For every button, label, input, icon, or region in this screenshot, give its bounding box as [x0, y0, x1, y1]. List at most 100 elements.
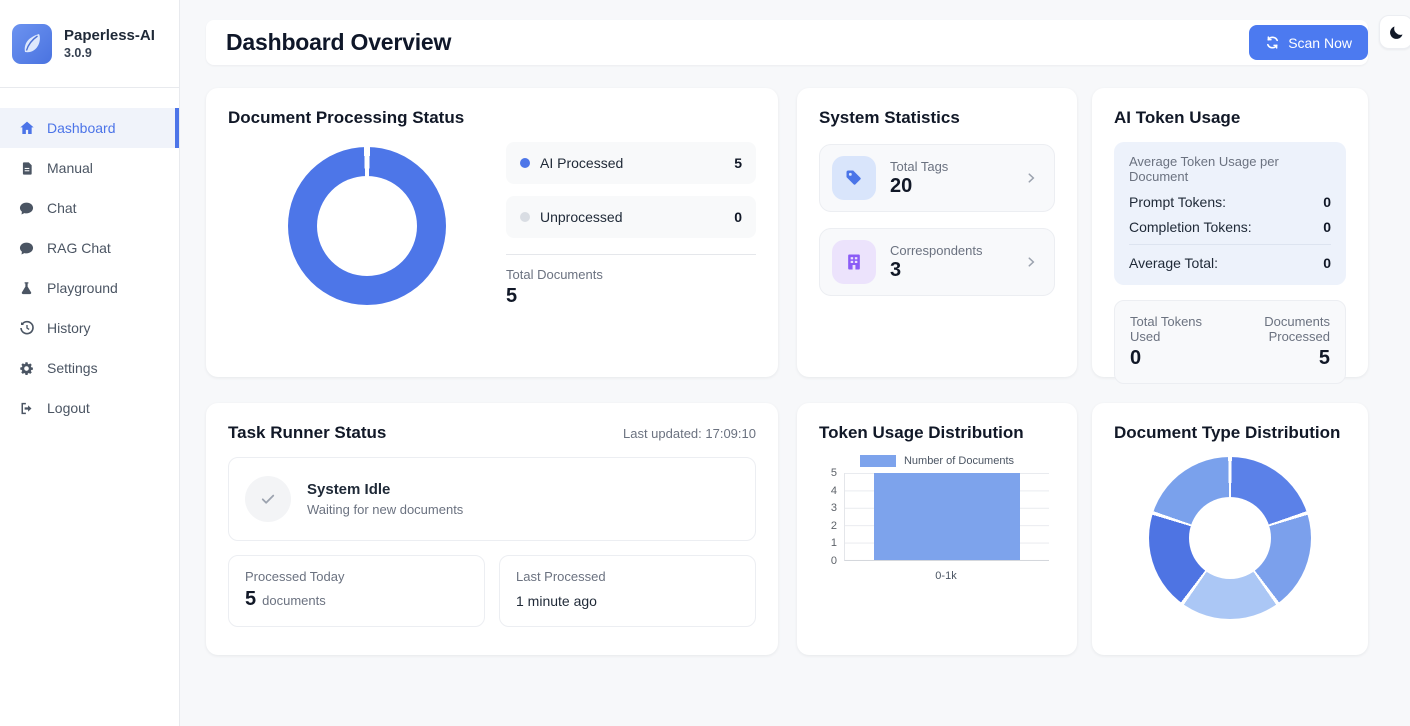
total-tokens-used-value: 0 — [1130, 347, 1142, 369]
card-title: Document Processing Status — [228, 108, 465, 127]
stat-label: Correspondents — [890, 242, 983, 258]
sidebar-item-logout[interactable]: Logout — [0, 388, 179, 428]
row-value: 0 — [1323, 219, 1331, 235]
card-title: AI Token Usage — [1114, 108, 1241, 127]
sidebar-item-history[interactable]: History — [0, 308, 179, 348]
task-runner-status-card: Task Runner Status Last updated: 17:09:1… — [206, 403, 778, 655]
processing-legend: AI Processed 5 Unprocessed 0 Total Docum… — [506, 138, 756, 308]
average-total-row: Average Total: 0 — [1129, 255, 1331, 271]
legend-label: AI Processed — [540, 155, 624, 171]
sidebar-item-chat[interactable]: Chat — [0, 188, 179, 228]
chart-legend: Number of Documents — [819, 455, 1055, 467]
card-title: Task Runner Status — [228, 423, 387, 442]
legend-dot — [520, 212, 530, 222]
last-processed-box: Last Processed 1 minute ago — [499, 555, 756, 627]
sidebar-item-label: Chat — [47, 200, 77, 216]
bar-0-1k — [873, 473, 1021, 560]
app-name: Paperless-AI — [64, 27, 155, 45]
divider — [506, 254, 756, 255]
legend-value: 0 — [734, 209, 742, 225]
processed-today-value: 5 — [245, 588, 257, 610]
sidebar-item-playground[interactable]: Playground — [0, 268, 179, 308]
file-icon — [18, 160, 35, 177]
top-bar: Dashboard Overview Scan Now — [206, 20, 1368, 65]
stat-value: 20 — [890, 174, 913, 197]
system-status-box: System Idle Waiting for new documents — [228, 457, 756, 541]
legend-label: Unprocessed — [540, 209, 623, 225]
sidebar-nav: Dashboard Manual Chat RAG Chat Playgroun… — [0, 88, 179, 428]
sidebar-item-dashboard[interactable]: Dashboard — [0, 108, 179, 148]
processed-today-unit: documents — [262, 593, 326, 608]
tag-icon — [844, 168, 864, 188]
legend-series-label: Number of Documents — [903, 455, 1015, 467]
page-title: Dashboard Overview — [226, 29, 452, 55]
leaf-logo-icon — [12, 23, 52, 64]
building-icon-chip — [832, 240, 876, 284]
flask-icon — [18, 280, 35, 297]
building-icon — [844, 252, 864, 272]
donut-hole — [1189, 497, 1271, 579]
refresh-icon — [1265, 35, 1280, 50]
scan-now-button[interactable]: Scan Now — [1249, 25, 1368, 60]
chat-bubble-icon — [18, 200, 35, 217]
history-icon — [18, 320, 35, 337]
row-label: Completion Tokens: — [1129, 219, 1252, 235]
sidebar: Paperless-AI 3.0.9 Dashboard Manual Chat — [0, 0, 180, 726]
status-title: System Idle — [307, 481, 391, 498]
correspondents-row[interactable]: Correspondents 3 — [819, 228, 1055, 296]
legend-value: 5 — [734, 155, 742, 171]
logout-icon — [18, 400, 35, 417]
processing-donut-chart — [228, 138, 506, 308]
card-title: Token Usage Distribution — [819, 423, 1024, 442]
dark-mode-toggle[interactable] — [1379, 15, 1410, 49]
plot-area — [844, 473, 1049, 561]
sidebar-item-label: Logout — [47, 400, 90, 416]
system-statistics-card: System Statistics Total Tags 20 Correspo… — [797, 88, 1077, 377]
sidebar-item-label: Settings — [47, 360, 98, 376]
stat-value: 3 — [890, 258, 902, 281]
prompt-tokens-row: Prompt Tokens: 0 — [1129, 194, 1331, 210]
legend-swatch — [859, 455, 896, 467]
chat-bubble-icon — [18, 240, 35, 257]
chevron-right-icon — [1024, 255, 1038, 269]
donut-ring — [288, 147, 446, 305]
gear-icon — [18, 360, 35, 377]
token-totals-box: Total Tokens Used 0 Documents Processed … — [1114, 300, 1346, 384]
sidebar-item-manual[interactable]: Manual — [0, 148, 179, 188]
stat-label: Total Tags — [890, 158, 949, 174]
total-tokens-used-label: Total Tokens Used — [1130, 314, 1203, 344]
app-logo-block: Paperless-AI 3.0.9 — [0, 0, 179, 88]
total-documents-label: Total Documents — [506, 267, 603, 282]
sidebar-item-rag-chat[interactable]: RAG Chat — [0, 228, 179, 268]
home-icon — [18, 120, 35, 137]
completion-tokens-row: Completion Tokens: 0 — [1129, 219, 1331, 235]
card-title: Document Type Distribution — [1114, 423, 1341, 442]
row-label: Average Total: — [1129, 255, 1218, 271]
token-usage-distribution-card: Token Usage Distribution Number of Docum… — [797, 403, 1077, 655]
documents-processed-label: Documents Processed — [1264, 314, 1330, 344]
sidebar-item-settings[interactable]: Settings — [0, 348, 179, 388]
row-value: 0 — [1323, 255, 1331, 271]
moon-icon — [1388, 24, 1405, 41]
document-type-donut-chart — [1149, 457, 1311, 619]
last-processed-value: 1 minute ago — [516, 593, 597, 609]
legend-row-ai-processed: AI Processed 5 — [506, 142, 756, 184]
document-processing-status-card: Document Processing Status AI Processed … — [206, 88, 778, 377]
last-processed-label: Last Processed — [516, 569, 606, 584]
total-documents-value: 5 — [506, 285, 518, 307]
y-axis-ticks: 5 4 3 2 1 0 — [830, 467, 837, 567]
donut-hole — [317, 176, 417, 276]
scan-now-label: Scan Now — [1288, 34, 1352, 51]
divider — [1129, 244, 1331, 245]
legend-dot — [520, 158, 530, 168]
app-version: 3.0.9 — [64, 45, 92, 60]
processed-today-box: Processed Today 5 documents — [228, 555, 485, 627]
sidebar-item-label: Playground — [47, 280, 118, 296]
sidebar-item-label: Dashboard — [47, 120, 116, 136]
sidebar-item-label: RAG Chat — [47, 240, 111, 256]
last-updated-text: Last updated: 17:09:10 — [622, 426, 756, 441]
total-tags-row[interactable]: Total Tags 20 — [819, 144, 1055, 212]
processed-today-label: Processed Today — [245, 569, 345, 584]
status-subtitle: Waiting for new documents — [307, 502, 464, 517]
documents-processed-value: 5 — [1318, 347, 1330, 369]
